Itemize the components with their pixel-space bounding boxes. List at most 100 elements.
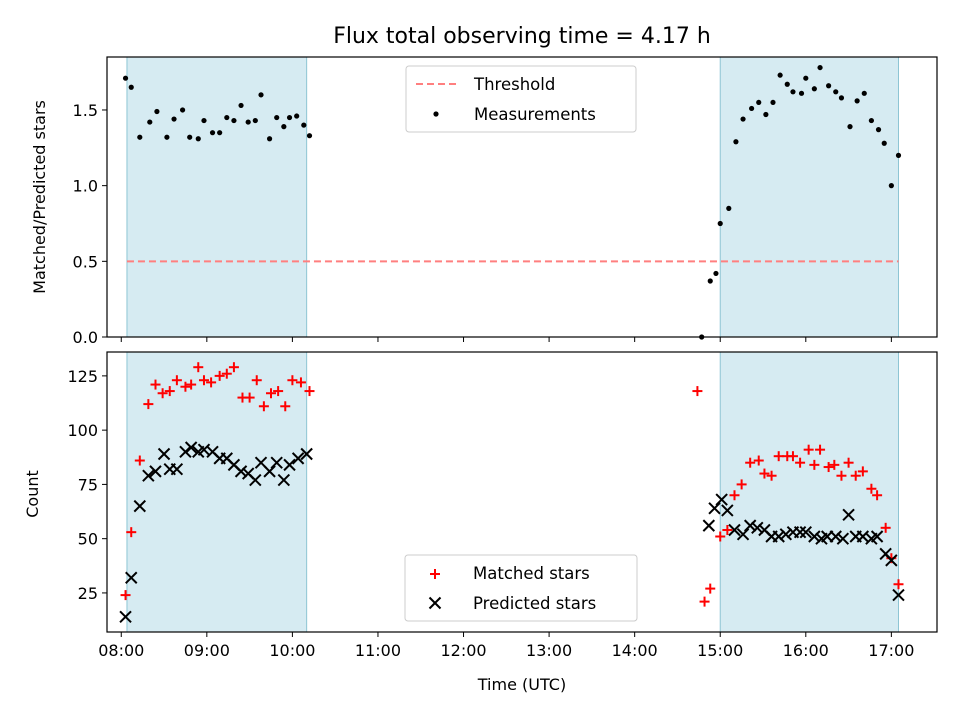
measurement-point [238, 102, 244, 109]
matched-stars-point [214, 370, 225, 381]
measurement-point [790, 89, 796, 95]
x-tick-label: 13:00 [526, 641, 572, 660]
legend-predicted-stars-label: Predicted stars [473, 594, 596, 613]
predicted-stars-point [170, 463, 184, 476]
top-y-tick-label: 1.0 [73, 177, 98, 196]
matched-stars-point [304, 386, 315, 397]
matched-stars-point [206, 377, 217, 388]
measurement-point [875, 127, 882, 133]
matched-stars-point [126, 527, 137, 538]
measurement-point [847, 124, 853, 130]
measurement-point [258, 92, 264, 98]
predicted-stars-point [736, 528, 750, 541]
matched-stars-point [872, 490, 883, 501]
x-tick-label: 08:00 [98, 641, 144, 660]
bottom-y-tick-label: 125 [67, 367, 98, 386]
predicted-stars-point [836, 532, 850, 545]
top-y-tick-label: 0.5 [73, 252, 98, 271]
matched-stars-point [287, 375, 298, 386]
measurement-point [179, 107, 186, 113]
matched-stars-point [705, 583, 716, 594]
measurement-point [784, 81, 790, 87]
matched-stars-point [722, 524, 733, 535]
x-tick-label: 11:00 [355, 641, 401, 660]
legend-measurements-label: Measurements [474, 105, 596, 124]
matched-stars-point [120, 590, 131, 601]
predicted-stars-point [277, 473, 291, 487]
matched-stars-point [244, 392, 255, 403]
measurement-point [749, 105, 755, 112]
measurement-point [252, 117, 258, 124]
measurement-point [707, 278, 713, 284]
matched-stars-point [759, 468, 770, 479]
top-panel: 0.0 0.5 1.0 1.5 Threshold Measurements [73, 56, 938, 347]
predicted-stars-point [270, 456, 283, 469]
predicted-stars-point [721, 504, 734, 517]
matched-stars-point [171, 375, 182, 386]
predicted-stars-point [125, 571, 138, 584]
legend-matched-stars-label: Matched stars [473, 564, 590, 583]
measurement-point [838, 95, 845, 101]
predicted-stars-point [743, 519, 757, 532]
measurement-point [122, 75, 129, 81]
measurement-point [301, 122, 307, 128]
predicted-stars-point [892, 588, 905, 602]
measurement-point [798, 90, 805, 96]
predicted-stars-point [751, 521, 764, 535]
predicted-stars-point [142, 469, 155, 482]
measurement-point [286, 114, 293, 121]
legend-predicted-stars-swatch [428, 596, 442, 610]
legend-threshold-label: Threshold [473, 75, 555, 94]
predicted-stars-point [263, 465, 276, 478]
measurement-point [713, 270, 719, 277]
predicted-stars-point [702, 519, 716, 532]
matched-stars-point [729, 490, 740, 501]
matched-stars-point [715, 531, 726, 542]
matched-stars-point [134, 455, 145, 466]
predicted-stars-point [799, 525, 813, 539]
x-tick-label: 14:00 [612, 641, 658, 660]
matched-stars-point [157, 388, 168, 399]
predicted-stars-point [157, 447, 171, 461]
measurement-point [164, 134, 170, 140]
matched-stars-point [251, 375, 262, 386]
measurement-point [763, 111, 769, 118]
matched-stars-point [753, 455, 764, 466]
predicted-stars-point [728, 523, 741, 537]
chart-title: Flux total observing time = 4.17 h [333, 24, 711, 49]
matched-stars-point [164, 386, 175, 397]
predicted-stars-point [808, 530, 821, 543]
predicted-stars-point [708, 502, 721, 515]
matched-stars-point [198, 375, 209, 386]
bottom-y-tick-label: 25 [78, 584, 98, 603]
matched-stars-point [836, 470, 847, 481]
matched-stars-point [823, 462, 834, 473]
measurement-point [245, 119, 251, 125]
predicted-stars-point [829, 530, 842, 543]
measurement-point [281, 124, 287, 130]
measurement-point [187, 134, 193, 140]
measurement-point [217, 130, 223, 136]
predicted-stars-point [842, 508, 855, 521]
top-observing-span [126, 57, 307, 337]
bottom-y-tick-label: 50 [78, 530, 98, 549]
matched-stars-point [258, 401, 269, 412]
bottom-y-tick-label: 75 [78, 475, 98, 494]
matched-stars-point [766, 470, 777, 481]
predicted-stars-point [291, 452, 305, 465]
matched-stars-point [273, 386, 284, 397]
top-y-tick-label: 1.5 [73, 101, 98, 120]
matched-stars-point [795, 457, 806, 468]
bottom-y-axis-label: Count [23, 470, 42, 518]
measurement-point [881, 140, 887, 146]
measurement-point [826, 83, 832, 89]
predicted-stars-point [119, 610, 132, 624]
measurement-point [201, 117, 207, 124]
x-tick-label: 17:00 [868, 641, 914, 660]
matched-stars-point [893, 579, 904, 590]
measurement-point [266, 136, 273, 142]
matched-stars-point [193, 362, 204, 373]
matched-stars-point [266, 388, 277, 399]
bottom-panel: 25 50 75 100 125 08:00 09:00 10:00 11:00 12:00 13:… [67, 351, 938, 660]
